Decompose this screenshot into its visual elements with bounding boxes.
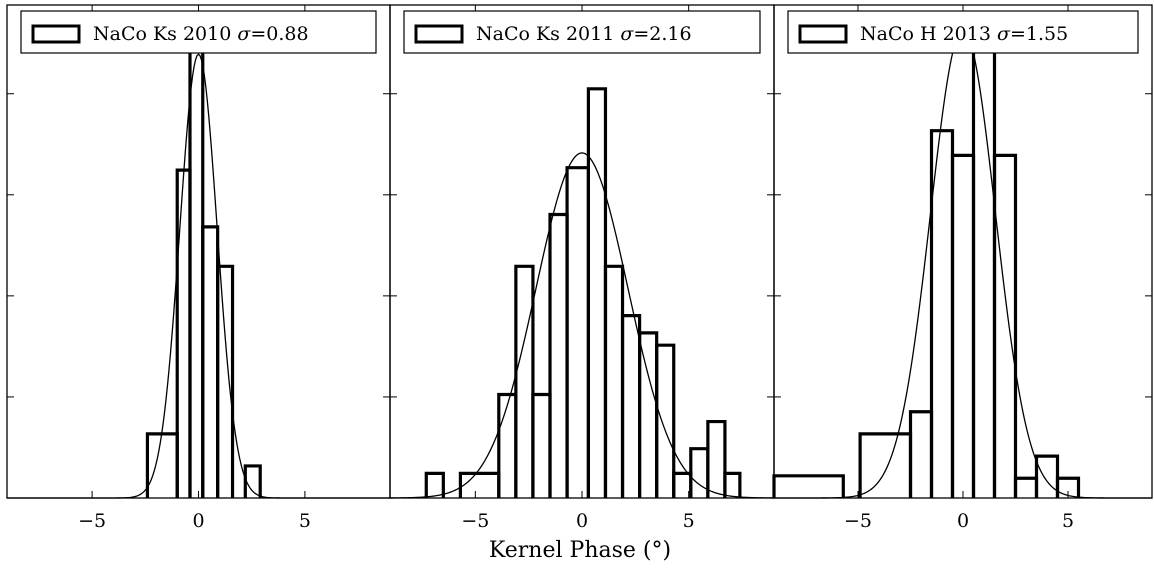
histogram-bin	[216, 264, 235, 498]
gaussian-fit-curve	[389, 152, 775, 499]
histogram-bin	[929, 129, 955, 498]
axes-frame	[773, 4, 1153, 499]
x-tick-label: 5	[1062, 510, 1074, 532]
panel-1: −5 0 5 NaCo Ks 2010 σ=0.88	[6, 4, 391, 532]
panel-2: −5 0 5 NaCo Ks 2011 σ=2.16	[389, 4, 775, 532]
histogram-bin	[858, 432, 913, 498]
histogram-bin	[638, 331, 659, 498]
histogram-bin	[620, 313, 642, 498]
histogram-bin	[531, 392, 552, 498]
histogram-bin	[655, 343, 676, 498]
histogram-bin	[497, 392, 518, 498]
histogram-bin	[1055, 476, 1081, 498]
legend-label: NaCo Ks 2011 σ=2.16	[476, 23, 692, 45]
legend-swatch	[31, 24, 81, 44]
histogram-bin	[706, 419, 727, 498]
histogram-bin	[908, 410, 934, 498]
x-tick-label: −5	[844, 510, 872, 532]
histogram-bin	[1013, 476, 1039, 498]
histogram-bin	[145, 432, 179, 498]
histogram-bin	[424, 471, 445, 498]
x-tick-label: 5	[683, 510, 695, 532]
histogram-bin	[458, 471, 501, 498]
histogram-bin	[772, 474, 845, 498]
histogram-bin	[723, 471, 742, 498]
legend-label: NaCo Ks 2010 σ=0.88	[93, 23, 309, 45]
histogram-bin	[514, 264, 535, 498]
x-tick-label: 0	[576, 510, 588, 532]
gaussian-fit-curve	[774, 28, 1152, 499]
x-tick-label: 5	[299, 510, 311, 532]
panels-group: −5 0 5 NaCo Ks 2010 σ=0.88 −5 0 5 NaCo Ks 2011 …	[6, 4, 1153, 532]
axes-frame	[6, 4, 391, 499]
panel-3: −5 0 5 NaCo H 2013 σ=1.55	[772, 4, 1153, 532]
axes-frame	[389, 4, 775, 499]
x-tick-label: 0	[192, 510, 204, 532]
legend-swatch	[414, 24, 464, 44]
histogram-bin	[175, 168, 192, 498]
x-tick-label: −5	[78, 510, 106, 532]
histogram-bin	[565, 166, 590, 498]
histogram-bin	[586, 87, 608, 498]
histogram-bin	[603, 264, 625, 498]
histogram-bin	[689, 447, 710, 498]
histogram-bin	[971, 32, 997, 498]
x-axis-label: Kernel Phase (°)	[489, 538, 671, 563]
x-tick-label: −5	[461, 510, 489, 532]
legend-swatch	[798, 24, 848, 44]
legend-label: NaCo H 2013 σ=1.55	[860, 23, 1068, 45]
histogram-bin	[548, 212, 569, 498]
x-tick-label: 0	[957, 510, 969, 532]
histogram-bin	[243, 464, 262, 498]
histogram-bin	[1034, 454, 1060, 498]
histogram-bin	[950, 153, 976, 498]
histogram-bin	[992, 153, 1018, 498]
histogram-bin	[201, 225, 220, 498]
histogram-bin	[188, 35, 205, 498]
gaussian-fit-curve	[7, 53, 390, 499]
